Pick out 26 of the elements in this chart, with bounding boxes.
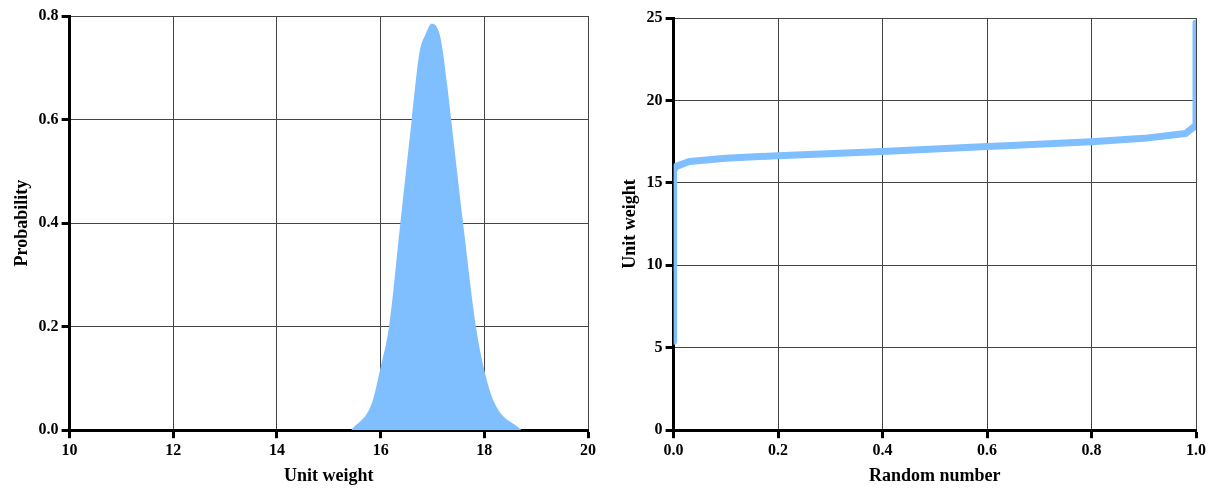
y-tick-label: 0.0 — [38, 420, 59, 438]
y-tick-label: 15 — [646, 173, 663, 191]
x-tick-label: 10 — [61, 440, 78, 458]
x-tick-label: 0.6 — [977, 440, 998, 458]
y-tick-label: 0.6 — [38, 109, 59, 127]
x-axis-title: Unit weight — [284, 464, 374, 485]
x-tick-label: 0.8 — [1081, 440, 1102, 458]
x-tick-label: 0.2 — [768, 440, 789, 458]
y-tick-label: 0.8 — [38, 6, 59, 24]
y-axis-title: Unit weight — [619, 179, 640, 269]
x-tick-label: 20 — [580, 440, 596, 458]
x-axis-title: Random number — [869, 464, 1001, 485]
y-tick-label: 5 — [654, 337, 663, 355]
x-tick-label: 0.4 — [872, 440, 893, 458]
y-tick-label: 0.4 — [38, 213, 59, 231]
y-tick-label: 0 — [654, 420, 663, 438]
y-tick-label: 0.2 — [38, 316, 59, 334]
x-tick-label: 12 — [165, 440, 182, 458]
x-tick-label: 18 — [476, 440, 493, 458]
y-tick-label: 20 — [646, 90, 663, 108]
y-axis-title: Probability — [11, 179, 32, 267]
x-tick-label: 16 — [372, 440, 389, 458]
x-tick-label: 1.0 — [1186, 440, 1206, 458]
x-tick-label: 14 — [268, 440, 285, 458]
y-tick-label: 25 — [646, 8, 663, 26]
y-tick-label: 10 — [646, 255, 663, 273]
